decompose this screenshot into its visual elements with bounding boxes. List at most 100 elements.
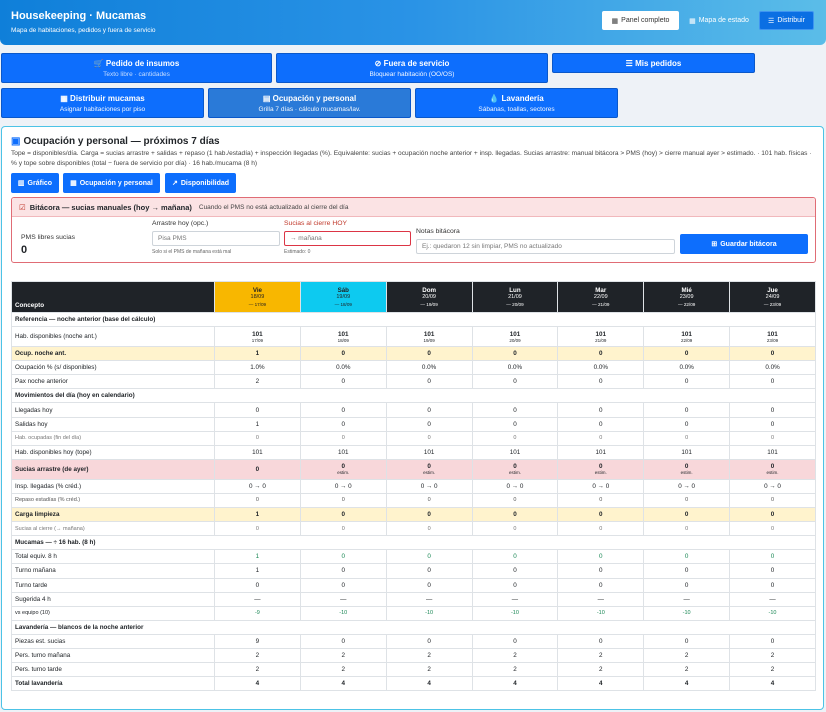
- table-cell: 1.0%: [214, 360, 301, 376]
- bitacora-header: ☑ Bitácora — sucias manuales (hoy → maña…: [12, 198, 815, 217]
- table-cell: —: [643, 591, 731, 607]
- table-cell: 0 → 0: [214, 478, 301, 494]
- table-cell: 0: [643, 549, 731, 565]
- external-link-icon: ↗: [171, 180, 178, 187]
- row-label: Llegadas hoy: [11, 402, 215, 418]
- mapa-estado-button[interactable]: ▦ Mapa de estado: [689, 17, 749, 25]
- cierre-input[interactable]: → mañana: [284, 231, 411, 246]
- table-cell: 1: [214, 549, 301, 565]
- tile-fuera-servicio[interactable]: ⊘ Fuera de servicio Bloquear habitación …: [276, 53, 548, 83]
- table-cell: 0: [385, 374, 473, 390]
- table-cell: 0: [729, 402, 816, 418]
- table-cell: 0 estim.: [729, 458, 816, 480]
- table-cell: 2: [471, 647, 559, 664]
- table-header-row: Concepto Vie 18/09— 17/09 Sáb 19/09— 18/09…: [11, 281, 816, 313]
- table-cell: —: [299, 591, 387, 607]
- panel-completo-button[interactable]: ▦ Panel completo: [602, 11, 679, 30]
- table-row: Total lavandería 4 4 4 4 4 4 4: [11, 676, 816, 692]
- distribuir-button[interactable]: ☰ Distribuir: [759, 11, 814, 30]
- table-cell: 101: [557, 444, 645, 460]
- table-cell: 101 20/09: [471, 326, 559, 348]
- disponibilidad-button[interactable]: ↗ Disponibilidad: [165, 173, 236, 193]
- table-cell: 0: [643, 563, 731, 579]
- table-cell: 0 estim.: [643, 458, 731, 480]
- table-cell: 0: [299, 549, 387, 565]
- table-cell: 0: [471, 563, 559, 579]
- tile-pedido-insumos[interactable]: 🛒 Pedido de insumos Texto libre · cantid…: [1, 53, 272, 83]
- cell-subvalue: estim.: [337, 470, 350, 476]
- table-cell: 0: [557, 402, 645, 418]
- table-cell: 0: [385, 346, 473, 362]
- cell-value: 0: [599, 463, 603, 471]
- table-row: Pers. turno tarde 2 2 2 2 2 2 2: [11, 662, 816, 678]
- notas-input[interactable]: Ej.: quedaron 12 sin limpiar, PMS no act…: [416, 239, 675, 254]
- tile-ocupacion-personal[interactable]: ▤ Ocupación y personal Grilla 7 días · c…: [208, 88, 411, 118]
- day-header[interactable]: Lun 21/09— 20/09: [471, 281, 559, 313]
- row-label: Insp. llegadas (% créd.): [11, 478, 215, 494]
- table-cell: 4: [643, 676, 731, 692]
- table-cell: 2: [729, 647, 816, 664]
- table-cell: 101: [214, 444, 301, 460]
- table-section-row: Mucamas — ÷ 16 hab. (8 h): [11, 535, 816, 551]
- row-label: Ocupación % (s/ disponibles): [11, 360, 215, 376]
- table-cell: 0 → 0: [729, 478, 816, 494]
- grid-icon: ▦: [60, 94, 68, 103]
- table-row: Ocupación % (s/ disponibles) 1.0% 0.0% 0.0%…: [11, 360, 816, 376]
- table-cell: -10: [471, 605, 559, 621]
- cell-value: 101: [423, 330, 435, 338]
- cell-value: 0: [513, 463, 517, 471]
- day-header[interactable]: Mar 22/09— 21/09: [557, 281, 645, 313]
- row-label: Sucias al cierre (→ mañana): [11, 521, 215, 537]
- table-cell: 0: [471, 430, 559, 446]
- ocupacion-personal-button[interactable]: ▦ Ocupación y personal: [63, 173, 160, 193]
- cell-value: 0: [255, 465, 260, 473]
- tile-lavanderia[interactable]: 💧 Lavandería Sábanas, toallas, sectores: [415, 88, 618, 118]
- cell-subvalue: estim.: [594, 470, 607, 476]
- arrastre-input[interactable]: Pisa PMS: [152, 231, 280, 246]
- table-row: Salidas hoy 1 0 0 0 0 0 0: [11, 416, 816, 432]
- day-header[interactable]: Dom 20/09— 19/09: [385, 281, 473, 313]
- table-cell: 0.0%: [643, 360, 731, 376]
- day-header[interactable]: Sáb 19/09— 18/09: [299, 281, 387, 313]
- table-cell: -10: [299, 605, 387, 621]
- tile-distribuir-mucamas[interactable]: ▦ Distribuir mucamas Asignar habitacione…: [1, 88, 204, 118]
- arrastre-label: Arrastre hoy (opc.): [152, 220, 209, 227]
- table-cell: 0: [557, 430, 645, 446]
- table-cell: 0: [643, 633, 731, 649]
- arrastre-note: Solo si el PMS de mañana está mal: [152, 249, 232, 255]
- row-label: Sugerida 4 h: [11, 591, 215, 607]
- table-cell: 101 19/09: [385, 326, 473, 348]
- day-header[interactable]: Mié 23/09— 22/09: [643, 281, 731, 313]
- guardar-bitacora-button[interactable]: ⊞ Guardar bitácora: [680, 234, 808, 254]
- ocupacion-table: Concepto Vie 18/09— 17/09 Sáb 19/09— 18/09…: [11, 281, 816, 692]
- table-row: Pax noche anterior 2 0 0 0 0 0 0: [11, 374, 816, 390]
- table-cell: 2: [214, 662, 301, 678]
- table-cell: 0: [299, 521, 387, 537]
- grafico-button[interactable]: ▥ Gráfico: [11, 173, 59, 193]
- table-cell: 0: [557, 563, 645, 579]
- table-cell: 0: [471, 416, 559, 432]
- cell-subvalue: 23/09: [766, 337, 779, 343]
- table-cell: 0: [643, 402, 731, 418]
- day-header[interactable]: Jue 24/09— 23/09: [729, 281, 816, 313]
- table-cell: 0: [471, 521, 559, 537]
- table-cell: 0.0%: [385, 360, 473, 376]
- table-cell: 4: [299, 676, 387, 692]
- row-label: Sucias arrastre (de ayer): [11, 458, 215, 480]
- day-header[interactable]: Vie 18/09— 17/09: [214, 281, 301, 313]
- table-cell: 0: [299, 374, 387, 390]
- row-label: Piezas est. sucias: [11, 633, 215, 649]
- page-title: Housekeeping · Mucamas: [11, 10, 147, 22]
- table-cell: 2: [471, 662, 559, 678]
- row-label: Salidas hoy: [11, 416, 215, 432]
- tile-mis-pedidos[interactable]: ☰ Mis pedidos: [552, 53, 755, 73]
- table-row: Hab. disponibles hoy (tope) 101 101 101 101 1…: [11, 444, 816, 460]
- table-cell: 0: [643, 507, 731, 523]
- cell-subvalue: estim.: [508, 470, 521, 476]
- table-cell: 101: [643, 444, 731, 460]
- row-label: Pax noche anterior: [11, 374, 215, 390]
- table-cell: 0: [643, 374, 731, 390]
- table-cell: 0: [471, 402, 559, 418]
- row-label: Turno mañana: [11, 563, 215, 579]
